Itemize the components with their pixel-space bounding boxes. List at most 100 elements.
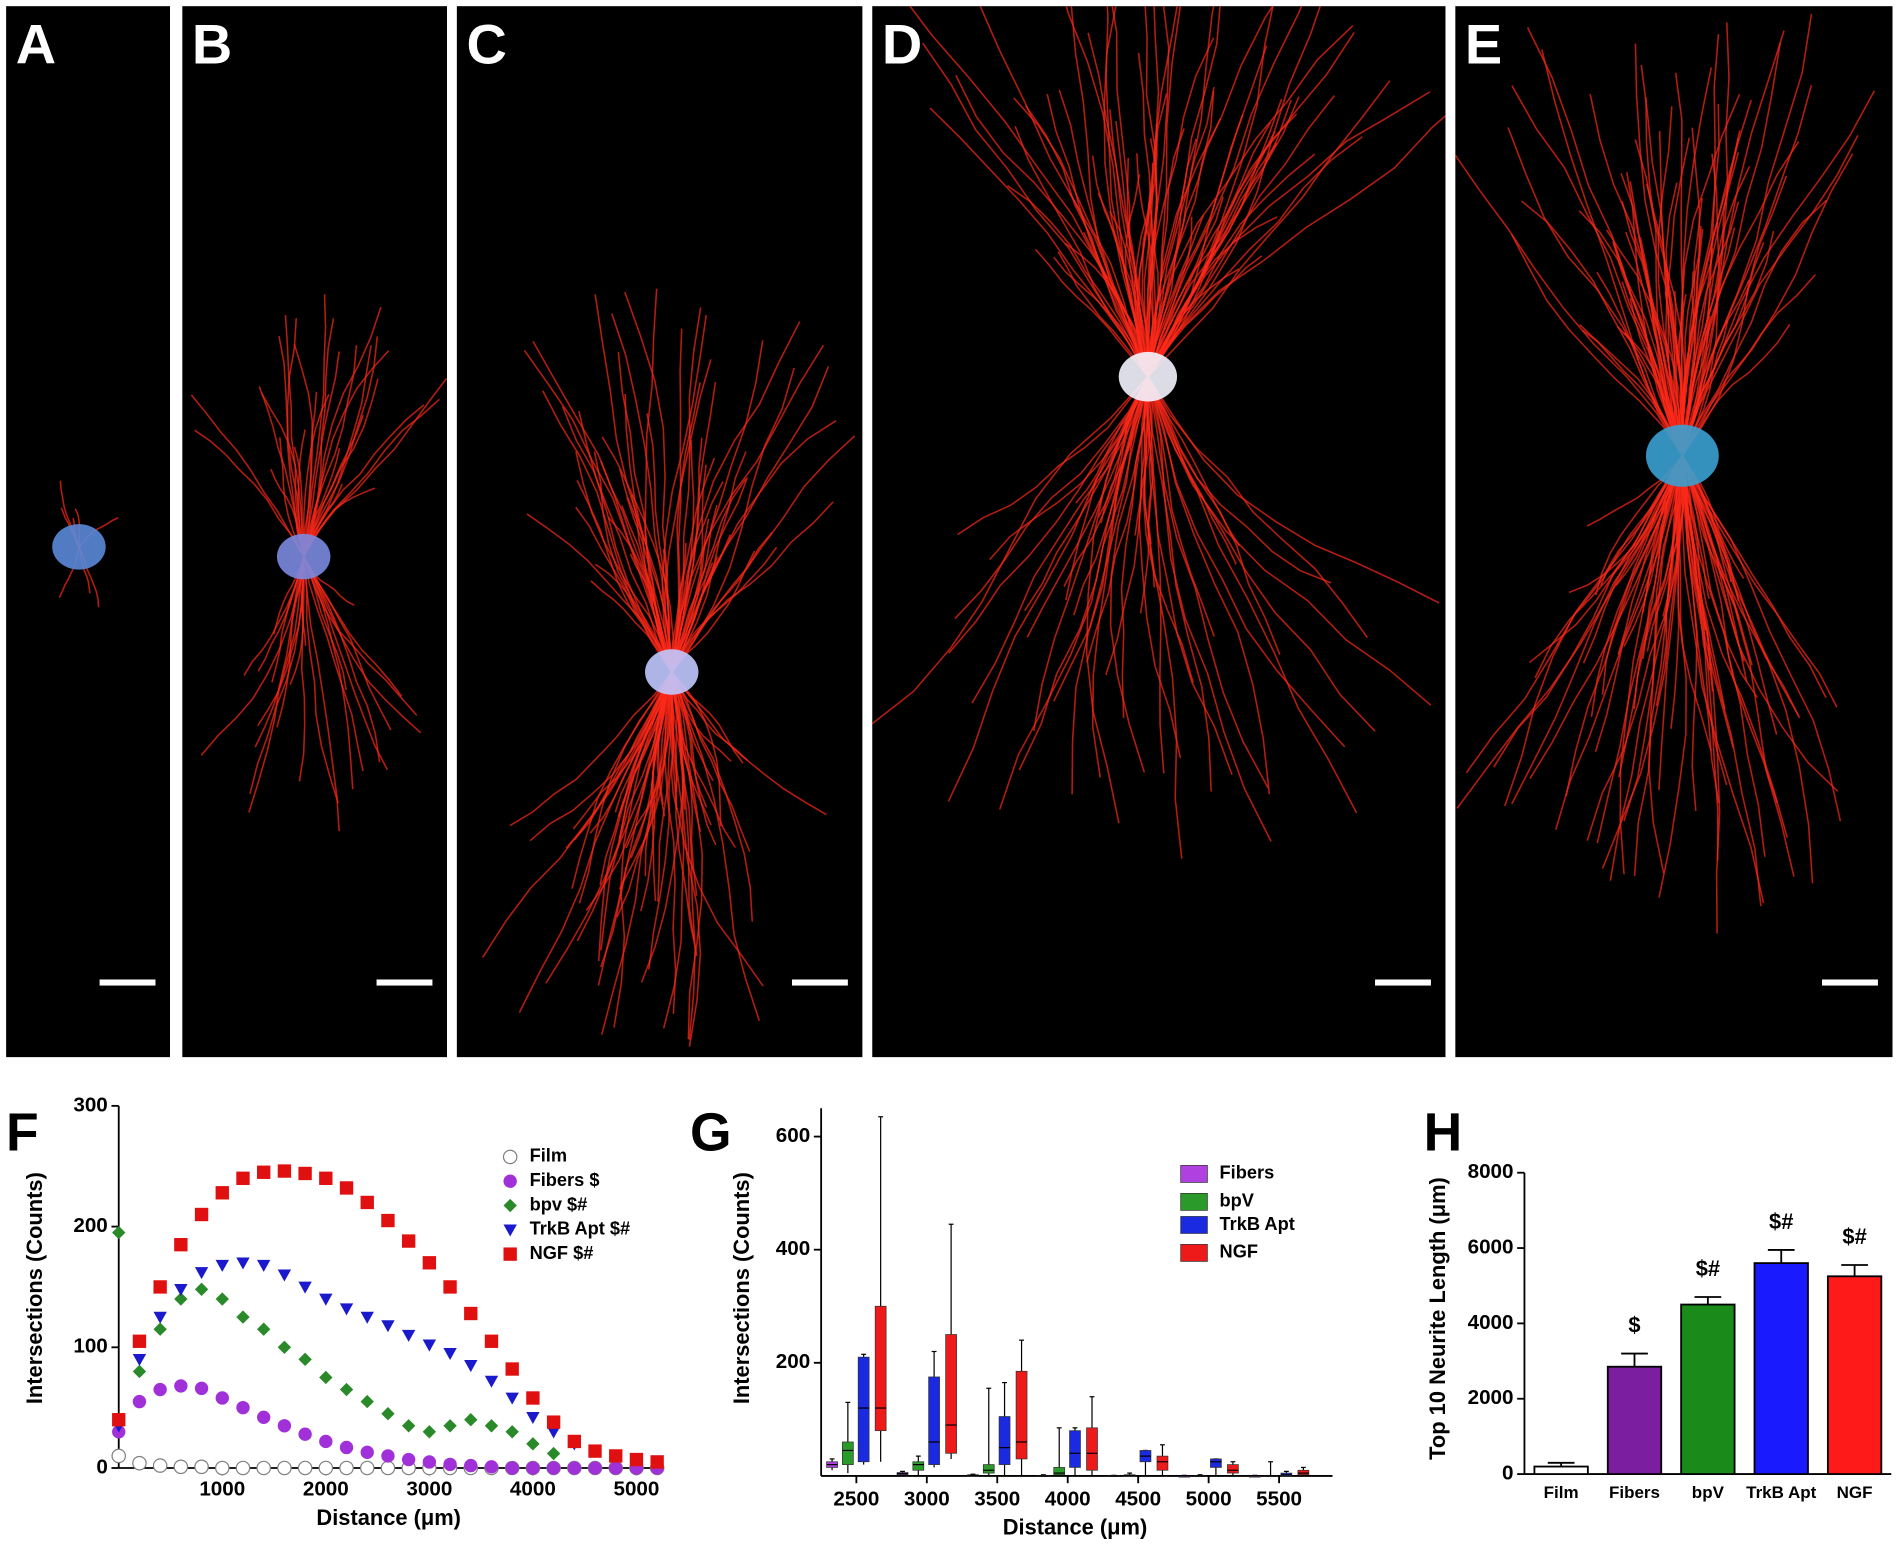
neurite (1091, 376, 1149, 778)
soma (276, 533, 331, 580)
panel-label: C (466, 12, 506, 75)
box (1086, 1427, 1098, 1471)
legend-label: bpv $# (530, 1194, 588, 1214)
y-tick-label: 300 (73, 1093, 107, 1116)
neurite (1147, 376, 1271, 795)
marker (401, 1329, 416, 1342)
bar (1826, 1275, 1883, 1475)
micrograph-bg (456, 6, 863, 1058)
neurite (670, 382, 701, 673)
neurite (1681, 455, 1788, 838)
marker (215, 1292, 229, 1306)
legend-marker (503, 1174, 517, 1188)
marker (132, 1455, 147, 1471)
neurite (624, 291, 673, 673)
neurite (597, 671, 673, 986)
marker (297, 1460, 313, 1476)
neurite (1147, 86, 1215, 377)
neurite (1147, 37, 1215, 377)
neurite (1147, 113, 1298, 378)
marker (132, 1394, 147, 1409)
neurite (302, 378, 379, 557)
neurite (1623, 455, 1684, 822)
marker (381, 1449, 395, 1463)
marker (257, 1165, 271, 1179)
significance-label: $# (1842, 1224, 1866, 1249)
box (945, 1334, 957, 1454)
neurite (670, 671, 761, 1021)
neurite (302, 350, 390, 557)
neurite (258, 386, 305, 557)
neurite (1681, 175, 1788, 457)
marker (464, 1413, 478, 1427)
marker (609, 1461, 623, 1475)
legend-label: Fibers (1220, 1163, 1275, 1183)
legend-marker (1180, 1244, 1208, 1262)
neurite (1007, 185, 1149, 378)
bar (1753, 1262, 1809, 1475)
neurite (670, 365, 830, 673)
box (1156, 1455, 1169, 1471)
neurite (194, 429, 305, 557)
marker (339, 1382, 354, 1397)
neurite (989, 376, 1149, 561)
legend-marker (503, 1224, 517, 1237)
soma (1645, 424, 1719, 487)
neurite (1565, 455, 1684, 797)
neurite (1681, 455, 1839, 792)
legend-marker (1180, 1216, 1208, 1234)
y-tick-label: 200 (776, 1350, 810, 1373)
marker (505, 1392, 519, 1405)
neurite (1073, 376, 1149, 616)
marker (319, 1370, 333, 1385)
neurite (607, 516, 673, 673)
marker (359, 1460, 375, 1476)
neurite (1024, 105, 1149, 377)
marker (236, 1310, 250, 1324)
neurite (1681, 455, 1720, 804)
neurite (1681, 247, 1713, 456)
legend-marker (503, 1247, 517, 1261)
marker (422, 1256, 437, 1270)
neurite (1105, 6, 1149, 377)
significance-label: $# (1769, 1209, 1793, 1234)
marker (422, 1455, 437, 1469)
neurite (190, 394, 305, 557)
neurite (1681, 455, 1814, 884)
box (874, 1305, 887, 1432)
marker (235, 1460, 251, 1476)
box (1227, 1464, 1239, 1474)
marker (380, 1460, 396, 1476)
marker (319, 1171, 333, 1185)
neurite (1147, 376, 1369, 639)
neurite (1147, 80, 1391, 378)
neurite (670, 671, 696, 1041)
y-axis-label: Top 10 Neurite Length (μm) (1425, 1177, 1450, 1460)
marker (173, 1459, 189, 1475)
marker (339, 1181, 354, 1195)
marker (360, 1394, 374, 1409)
neurite (1014, 125, 1149, 378)
marker (153, 1382, 167, 1397)
marker (132, 1334, 147, 1348)
marker (298, 1166, 312, 1181)
neurite (1147, 90, 1215, 377)
scale-bar (99, 979, 156, 986)
marker (505, 1461, 519, 1475)
neurite (619, 469, 673, 673)
panel-label: B (192, 12, 232, 75)
neurite (1147, 376, 1281, 655)
marker (464, 1458, 478, 1473)
neurite (1147, 376, 1269, 789)
neurite (302, 556, 381, 763)
legend-label: NGF $# (530, 1243, 594, 1263)
neurite (254, 556, 305, 748)
bar (1533, 1465, 1589, 1475)
marker (194, 1282, 209, 1297)
scale-bar (1822, 979, 1878, 986)
neurite (1456, 455, 1684, 809)
neurite (1568, 455, 1684, 594)
neurite (578, 671, 673, 904)
neurite (302, 556, 339, 804)
x-tick-label: 5000 (1186, 1488, 1232, 1511)
